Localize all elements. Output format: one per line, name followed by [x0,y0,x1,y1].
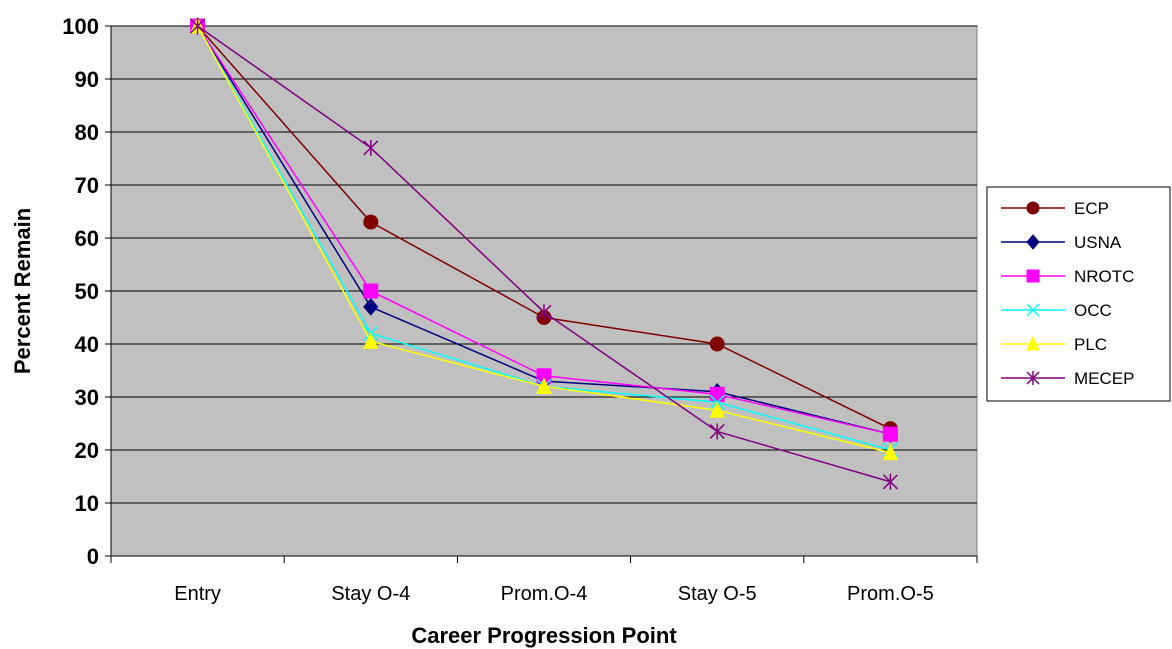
legend-item-usna: USNA [1001,233,1122,252]
legend-item-plc: PLC [1001,335,1107,354]
marker-star [536,304,552,321]
marker-triangle [882,443,899,461]
y-tick-label: 0 [87,544,99,569]
y-tick-label: 30 [75,385,99,410]
marker-star [363,139,379,156]
legend-item-mecep: MECEP [1001,369,1134,388]
marker-star [1026,371,1040,385]
legend-label: OCC [1074,301,1112,320]
marker-triangle [536,377,552,394]
tick-labels: 0 10 20 30 40 50 60 70 80 90 100 Entry Stay O-4 Prom.… [62,14,933,605]
marker-square [1026,269,1040,283]
marker-star [190,18,206,34]
marker-circle [709,336,725,352]
marker-star [882,473,898,490]
marker-triangle [709,401,725,418]
legend-item-nrotc: NROTC [1001,267,1134,286]
marker-star [709,423,725,440]
y-axis-title: Percent Remain [10,208,35,374]
marker-diamond [363,298,379,316]
legend: ECP USNA NROTC OCC PLC MECEP [986,186,1171,402]
x-tick-label: Stay O-5 [678,583,757,605]
legend-item-ecp: ECP [1001,199,1109,218]
legend-label: PLC [1074,335,1107,354]
marker-square [882,426,898,442]
x-tick-label: Entry [174,583,221,605]
marker-x-stroke [1026,303,1040,317]
y-tick-label: 100 [62,14,99,39]
y-tick-label: 90 [75,67,99,92]
y-tick-label: 60 [75,226,99,251]
y-tick-label: 80 [75,120,99,145]
legend-label: NROTC [1074,267,1134,286]
marker-triangle [1026,335,1040,351]
x-tick-label: Stay O-4 [331,583,410,605]
x-tick-label: Prom.O-4 [501,583,588,605]
marker-circle [1026,201,1040,215]
axes [105,25,978,563]
gridlines [111,25,977,504]
marker-circle [363,214,379,230]
marker-diamond [1026,234,1040,250]
y-tick-label: 20 [75,438,99,463]
legend-label: ECP [1074,199,1109,218]
y-tick-label: 10 [75,491,99,516]
series-mecep [190,18,898,490]
legend-label: MECEP [1074,369,1134,388]
marker-square [709,386,725,402]
legend-item-occ: OCC [1001,301,1112,320]
y-tick-label: 40 [75,332,99,357]
x-axis-title: Career Progression Point [411,623,677,648]
legend-box [986,186,1171,402]
x-tick-label: Prom.O-5 [847,583,934,605]
marker-triangle [363,332,379,349]
series [189,16,899,490]
legend-label: USNA [1074,233,1122,252]
marker-square [363,283,379,299]
marker-x [1026,303,1040,317]
y-tick-label: 50 [75,279,99,304]
y-tick-label: 70 [75,173,99,198]
